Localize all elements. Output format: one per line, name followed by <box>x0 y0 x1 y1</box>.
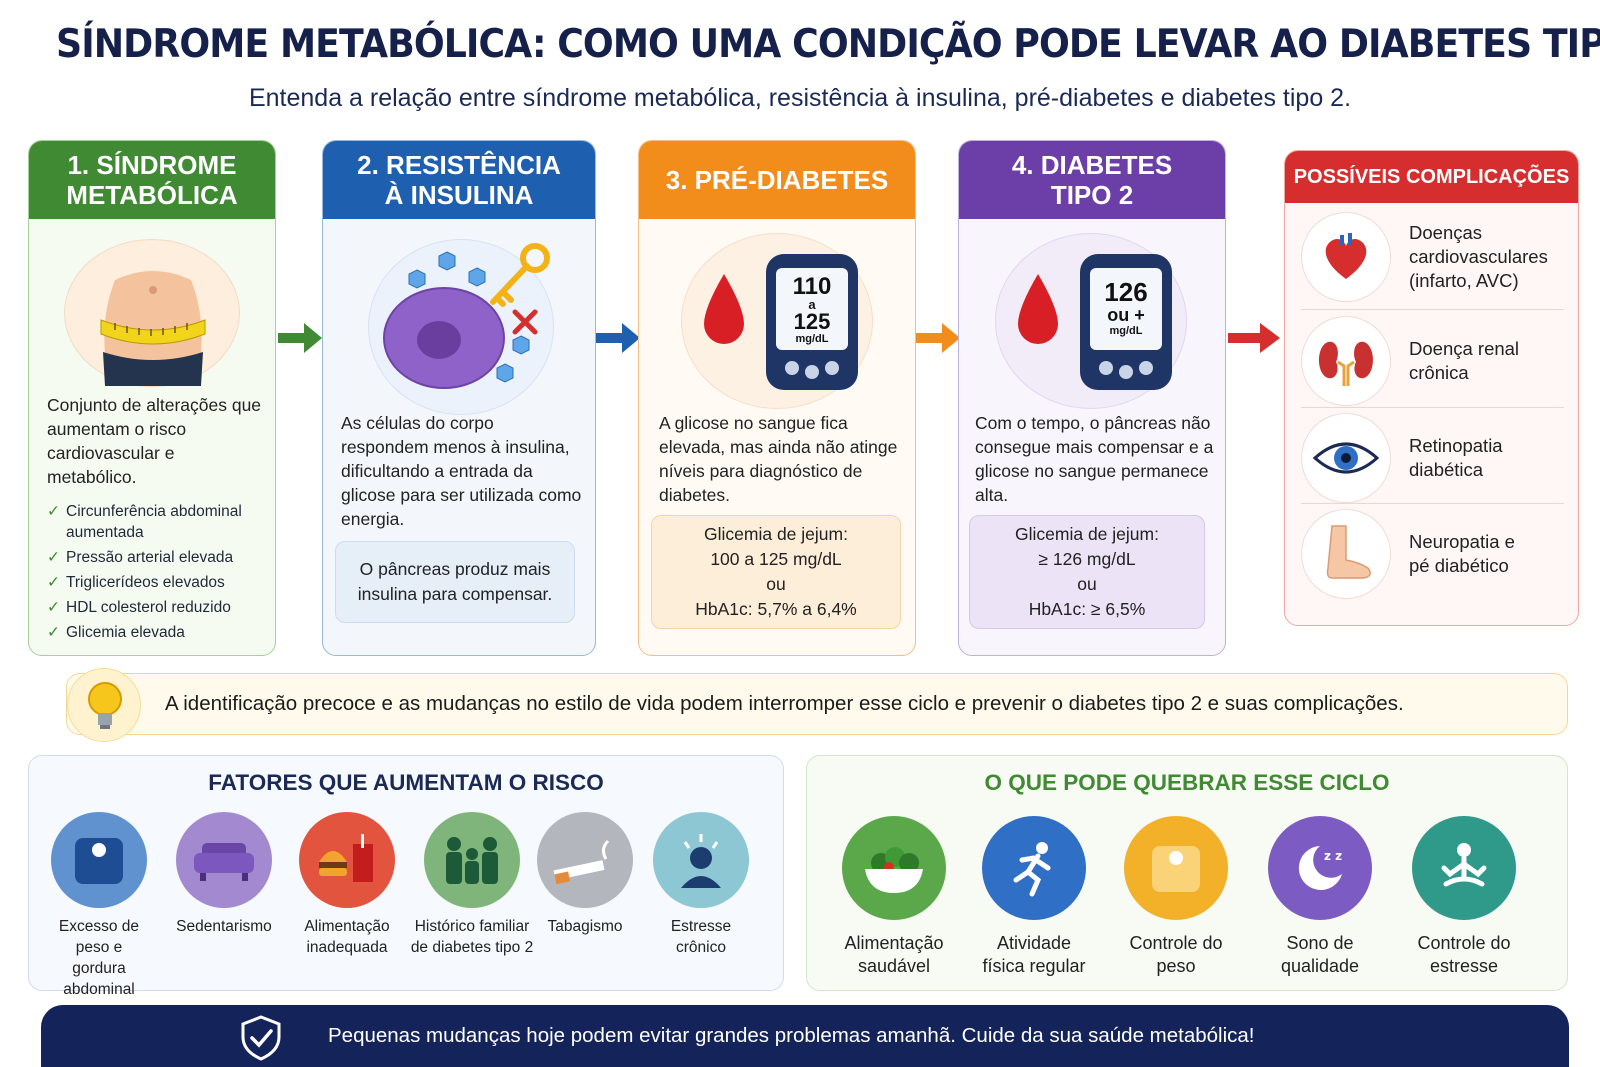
cell-key-icon <box>368 239 554 415</box>
salad-icon <box>842 816 946 920</box>
scale-icon <box>51 812 147 908</box>
break-cycle-heading: O QUE PODE QUEBRAR ESSE CICLO <box>984 770 1390 795</box>
complications-panel: POSSÍVEIS COMPLICAÇÕES Doenças cardiovas… <box>1284 150 1579 626</box>
family-icon <box>424 812 520 908</box>
risk-checklist: ✓ Circunferência abdominal aumentada ✓ Pre… <box>47 501 275 647</box>
prevention-item: Controle do peso <box>1111 816 1241 978</box>
stage-heading: 1. SÍNDROME METABÓLICA <box>29 141 275 219</box>
stage-description: As células do corpo respondem menos à in… <box>341 413 582 529</box>
arrow-right-icon <box>596 323 640 353</box>
check-icon: ✓ <box>47 549 60 566</box>
risk-factors-panel: FATORES QUE AUMENTAM O RISCO Excesso de p… <box>28 755 784 998</box>
check-icon: ✓ <box>47 574 60 591</box>
foot-icon <box>1301 509 1391 599</box>
stage-type2-diabetes: 4. DIABETES TIPO 2 126 ou + mg/dL Com o t… <box>958 140 1226 656</box>
list-item: ✓ Triglicerídeos elevados <box>47 574 225 591</box>
lightbulb-icon <box>67 668 141 742</box>
list-item: Retinopatia diabética <box>1301 410 1564 506</box>
glucose-meter-icon: 110 a 125 mg/dL <box>681 233 873 409</box>
divider <box>1301 503 1564 504</box>
fast-food-icon <box>299 812 395 908</box>
prevention-item: Controle do estresse <box>1399 816 1529 978</box>
stage-description: A glicose no sangue fica elevada, mas ai… <box>659 413 898 505</box>
page-subtitle: Entenda a relação entre síndrome metaból… <box>248 84 1352 112</box>
complications-heading: POSSÍVEIS COMPLICAÇÕES <box>1285 151 1578 203</box>
footer-text: Pequenas mudanças hoje podem evitar gran… <box>328 1024 1255 1047</box>
footer-banner: Pequenas mudanças hoje podem evitar gran… <box>41 1005 1569 1067</box>
list-item: ✓ HDL colesterol reduzido <box>47 599 231 616</box>
meter-value: 126 <box>1104 277 1148 307</box>
arrow-right-icon <box>1228 323 1280 353</box>
risk-factor-item: Excesso de peso e gordura abdominal <box>49 812 149 1000</box>
tip-text: A identificação precoce e as mudanças no… <box>165 692 1404 715</box>
abdomen-icon <box>64 239 240 387</box>
cigarette-icon <box>537 812 633 908</box>
check-icon: ✓ <box>47 599 60 616</box>
page-title: SÍNDROME METABÓLICA: COMO UMA CONDIÇÃO P… <box>56 22 1600 67</box>
divider <box>1301 407 1564 408</box>
diagnostic-criteria: Glicemia de jejum: ≥ 126 mg/dL ou HbA1c:… <box>969 515 1205 629</box>
prevention-item: Alimentação saudável <box>829 816 959 978</box>
stage-heading: 4. DIABETES TIPO 2 <box>959 141 1225 219</box>
stage-metabolic-syndrome: 1. SÍNDROME METABÓLICA Conjunto de altera… <box>28 140 276 656</box>
heart-icon <box>1301 212 1391 302</box>
stage-prediabetes: 3. PRÉ-DIABETES 110 a 125 mg/dL A glicos… <box>638 140 916 656</box>
list-item: ✓ Glicemia elevada <box>47 624 185 641</box>
check-icon: ✓ <box>47 624 60 641</box>
scale-icon <box>1124 816 1228 920</box>
risk-factor-item: Alimentação inadequada <box>297 812 397 958</box>
check-icon: ✓ <box>47 503 60 520</box>
prevention-item: Atividade física regular <box>969 816 1099 978</box>
list-item: Doenças cardiovasculares (infarto, AVC) <box>1301 209 1564 305</box>
risk-factor-item: Sedentarismo <box>174 812 274 937</box>
meter-value: 125 <box>793 309 831 334</box>
prevention-tip: A identificação precoce e as mudanças no… <box>66 668 1568 742</box>
glucose-meter-icon: 126 ou + mg/dL <box>995 233 1187 409</box>
stage-insulin-resistance: 2. RESISTÊNCIA À INSULINA As células do c… <box>322 140 596 656</box>
stage-description: Com o tempo, o pâncreas não consegue mai… <box>975 413 1214 505</box>
list-item: Doença renal crônica <box>1301 313 1564 409</box>
list-item: ✓ Circunferência abdominal aumentada <box>47 503 242 541</box>
stage-note: O pâncreas produz mais insulina para com… <box>335 541 575 623</box>
kidneys-icon <box>1301 316 1391 406</box>
list-item: ✓ Pressão arterial elevada <box>47 549 234 566</box>
arrow-right-icon <box>916 323 960 353</box>
arrow-right-icon <box>278 323 322 353</box>
break-cycle-panel: O QUE PODE QUEBRAR ESSE CICLO Alimentaçã… <box>806 755 1568 991</box>
stage-heading: 3. PRÉ-DIABETES <box>639 141 915 219</box>
sofa-icon <box>176 812 272 908</box>
meter-value: 110 <box>792 273 832 300</box>
running-icon <box>982 816 1086 920</box>
stage-description: Conjunto de alterações que aumentam o ri… <box>47 395 262 487</box>
eye-icon <box>1301 413 1391 503</box>
stage-heading: 2. RESISTÊNCIA À INSULINA <box>323 141 595 219</box>
risk-factor-item: Histórico familiar de diabetes tipo 2 <box>407 812 537 958</box>
divider <box>1301 309 1564 310</box>
prevention-item: z z Sono de qualidade <box>1255 816 1385 978</box>
stress-icon <box>653 812 749 908</box>
meditation-icon <box>1412 816 1516 920</box>
risk-factor-item: Tabagismo <box>535 812 635 937</box>
shield-check-icon <box>241 1015 281 1061</box>
diagnostic-criteria: Glicemia de jejum: 100 a 125 mg/dL ou Hb… <box>651 515 901 629</box>
svg-text:z z: z z <box>1324 849 1342 863</box>
risk-factor-item: Estresse crônico <box>651 812 751 958</box>
list-item: Neuropatia e pé diabético <box>1301 506 1564 602</box>
risk-factors-heading: FATORES QUE AUMENTAM O RISCO <box>208 770 604 795</box>
moon-sleep-icon: z z <box>1268 816 1372 920</box>
